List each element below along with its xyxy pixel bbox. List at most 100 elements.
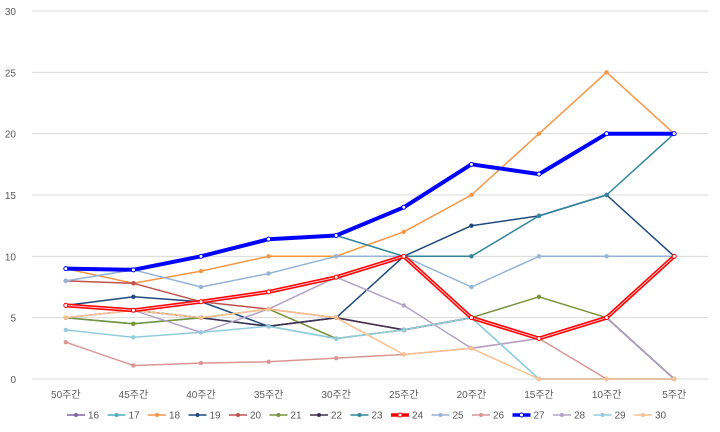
data-point [334,315,339,320]
legend-marker [357,413,362,417]
legend-item-16: 16 [67,411,100,422]
data-point [672,376,677,382]
legend-marker [600,413,605,417]
x-tick-label: 50주간 [51,389,81,401]
legend-label: 20 [250,411,262,422]
series-25 [63,254,677,290]
data-point [266,254,271,259]
data-point [334,336,339,341]
data-point [604,254,609,259]
x-tick-label: 10주간 [592,389,622,401]
data-point [333,232,339,238]
legend-marker [276,413,281,417]
series-lines [63,70,677,382]
data-point [63,327,68,333]
data-point [401,352,406,357]
legend-item-29: 29 [593,411,627,422]
data-point [468,315,474,321]
series-26 [63,336,677,382]
legend-marker [155,413,159,417]
x-tick-label: 25주간 [389,389,419,401]
legend-label: 25 [453,411,465,422]
x-tick-label: 5주간 [662,389,686,401]
data-point [401,327,406,333]
legend-label: 23 [372,411,384,422]
legend-label: 18 [169,411,181,422]
data-point [469,284,474,290]
data-point [266,359,271,365]
legend-marker [317,413,321,417]
legend-marker [195,413,200,417]
data-point [536,376,542,382]
data-point [536,336,542,342]
legend-label: 27 [534,411,546,422]
series-line-highlight [65,255,675,339]
data-point [198,253,204,259]
data-point [536,131,542,136]
data-point [536,294,542,300]
data-point [469,346,474,351]
legend-label: 24 [412,411,424,422]
y-tick-label: 15 [5,191,17,202]
x-tick-label: 20주간 [457,389,487,401]
legend-marker [438,413,443,417]
x-tick-label: 40주간 [186,389,216,401]
series-line [65,133,675,271]
data-point [266,289,272,295]
legend-item-22: 22 [310,411,343,422]
legend-item-24: 24 [391,411,424,422]
data-point [469,192,474,198]
data-point [63,266,69,272]
legend-item-18: 18 [148,411,181,422]
data-point [468,161,474,167]
legend-label: 28 [574,411,586,422]
series-line [65,255,675,288]
data-point [536,254,542,259]
legend-item-17: 17 [107,411,141,422]
legend-label: 30 [655,411,667,422]
x-tick-label: 30주간 [321,389,351,401]
data-point [131,363,136,368]
series-line [65,308,675,380]
data-point [198,268,204,274]
legend-item-19: 19 [188,411,221,422]
legend-label: 21 [291,411,303,422]
series-22 [63,303,677,382]
legend-marker [236,413,240,417]
data-point [130,267,136,273]
series-23 [63,131,677,273]
data-point [671,253,677,259]
data-point [401,229,406,234]
data-point [536,171,542,177]
y-tick-label: 0 [10,375,16,386]
legend: 16 17 18 19 20 21 22 23 24 25 26 27 28 29 30 [67,411,667,422]
legend-label: 26 [493,411,505,422]
data-point [401,204,407,210]
data-point [604,70,609,75]
data-point [198,330,204,335]
series-line [65,309,675,380]
data-point [131,321,136,326]
x-tick-label: 45주간 [119,389,149,401]
data-point [333,274,339,280]
y-tick-label: 20 [5,130,17,141]
legend-item-30: 30 [634,411,667,422]
legend-marker [519,412,524,418]
legend-label: 17 [129,411,141,422]
y-tick-label: 30 [5,7,17,18]
data-point [63,278,68,284]
series-line [65,304,675,380]
data-point [334,355,339,361]
data-point [401,253,407,259]
data-point [198,284,204,290]
data-point [63,340,68,345]
series-18 [63,70,677,286]
legend-item-28: 28 [553,411,586,422]
data-point [469,223,474,228]
legend-label: 29 [615,411,627,422]
data-point [671,131,677,137]
x-tick-label: 35주간 [254,389,284,401]
series-line [65,71,675,285]
x-tick-label: 15주간 [524,389,554,401]
